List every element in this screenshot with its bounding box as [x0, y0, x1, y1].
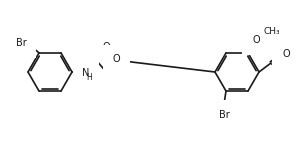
Text: N: N	[82, 68, 90, 78]
Text: O: O	[103, 42, 110, 52]
Text: O: O	[113, 54, 120, 64]
Text: Br: Br	[16, 38, 26, 48]
Text: O: O	[252, 35, 260, 45]
Text: O: O	[282, 49, 290, 59]
Text: CH₃: CH₃	[264, 27, 280, 36]
Text: H: H	[87, 73, 92, 82]
Text: Br: Br	[219, 110, 229, 120]
